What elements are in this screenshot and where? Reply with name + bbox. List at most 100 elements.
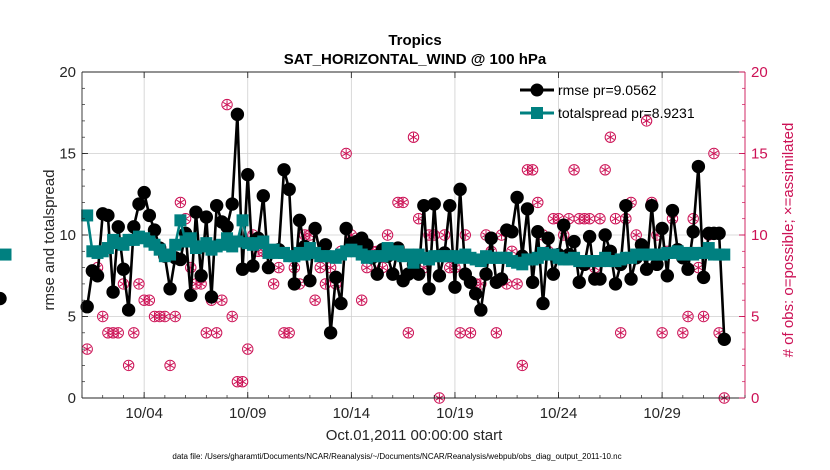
- obs-assimilated-star: [694, 264, 703, 271]
- rmse-point: [505, 225, 519, 239]
- obs-marker: [516, 359, 528, 372]
- rmse-point: [386, 267, 400, 281]
- obs-assimilated-star: [129, 330, 138, 336]
- obs-assimilated-star: [404, 330, 413, 336]
- obs-marker: [81, 343, 93, 355]
- obs-possible-circle: [221, 98, 233, 111]
- obs-assimilated-star: [342, 150, 351, 157]
- axis-ticks: 10/04 10/09 10/14 10/19 10/24 10/29 0 5 10 15 20 0 5…: [59, 64, 767, 422]
- rmse-point: [645, 198, 659, 213]
- obs-possible-circle: [242, 343, 254, 355]
- rmse-point: [121, 303, 136, 317]
- obs-assimilated-star: [497, 232, 506, 238]
- obs-assimilated-star: [145, 297, 154, 303]
- rmse-point: [147, 223, 162, 237]
- y-tick-label: 15: [59, 146, 76, 163]
- obs-possible-circle: [122, 359, 135, 372]
- obs-marker: [174, 196, 187, 209]
- rmse-point: [510, 190, 524, 205]
- obs-assimilated-star: [632, 232, 641, 238]
- obs-marker: [464, 327, 477, 339]
- rmse-point: [572, 275, 586, 289]
- obs-marker: [97, 310, 109, 323]
- obs-marker: [656, 327, 668, 339]
- obs-assimilated-star: [357, 297, 366, 303]
- obs-assimilated-star: [616, 330, 625, 336]
- rmse-point: [308, 221, 322, 236]
- obs-possible-circle: [516, 359, 528, 372]
- obs-marker: [604, 131, 617, 143]
- legend-spread-marker: [531, 107, 543, 119]
- obs-assimilated-star: [176, 199, 185, 206]
- rmse-point: [567, 234, 581, 249]
- obs-assimilated-star: [409, 134, 418, 140]
- obs-marker: [640, 115, 653, 127]
- rmse-point: [608, 277, 623, 291]
- chart-title: Tropics: [388, 32, 441, 49]
- rmse-point: [241, 167, 255, 182]
- obs-marker: [708, 147, 720, 160]
- obs-marker: [682, 310, 694, 323]
- rmse-point: [220, 220, 234, 234]
- obs-assimilated-star: [238, 379, 247, 385]
- obs-assimilated-star: [311, 297, 320, 303]
- obs-possible-circle: [402, 327, 415, 339]
- rmse-point: [541, 231, 555, 245]
- rmse-point: [531, 225, 545, 239]
- obs-possible-circle: [614, 327, 627, 339]
- obs-assimilated-star: [217, 297, 226, 303]
- rmse-point: [520, 202, 535, 216]
- obs-assimilated-star: [414, 216, 423, 222]
- obs-marker: [381, 229, 394, 241]
- obs-marker: [267, 278, 280, 290]
- obs-possible-circle: [708, 147, 720, 160]
- obs-marker: [221, 98, 233, 111]
- obs-possible-circle: [697, 310, 710, 323]
- x-tick-label: 10/24: [540, 405, 578, 422]
- obs-possible-circle: [340, 147, 352, 160]
- obs-marker: [210, 327, 223, 339]
- obs-possible-circle: [682, 310, 694, 323]
- obs-assimilated-star: [456, 330, 465, 336]
- obs-possible-circle: [236, 376, 249, 388]
- rmse-point: [712, 226, 726, 241]
- obs-possible-circle: [397, 196, 409, 209]
- rmse-point: [246, 259, 260, 273]
- rmse-point: [422, 282, 436, 296]
- rmse-point: [318, 238, 333, 252]
- obs-marker: [340, 147, 352, 160]
- obs-assimilated-star: [419, 264, 428, 271]
- obs-possible-circle: [604, 131, 617, 143]
- obs-marker: [677, 327, 689, 339]
- obs-assimilated-star: [98, 313, 107, 320]
- obs-possible-circle: [356, 294, 368, 306]
- obs-marker: [159, 310, 171, 323]
- obs-assimilated-star: [269, 281, 278, 287]
- obs-possible-circle: [459, 229, 471, 241]
- obs-possible-circle: [210, 327, 223, 339]
- obs-marker: [511, 278, 523, 290]
- rmse-point: [111, 220, 125, 234]
- obs-assimilated-star: [533, 199, 542, 206]
- rmse-point: [116, 262, 131, 276]
- rmse-point: [261, 260, 276, 275]
- obs-marker: [283, 327, 295, 339]
- rmse-point: [230, 107, 245, 122]
- obs-assimilated-star: [466, 330, 475, 336]
- obs-marker: [226, 310, 238, 323]
- rmse-point: [287, 277, 302, 291]
- rmse-point: [194, 269, 208, 283]
- rmse-point: [292, 213, 307, 228]
- obs-marker: [599, 164, 611, 176]
- obs-marker: [490, 327, 503, 339]
- obs-assimilated-star: [212, 330, 221, 336]
- obs-marker: [568, 164, 580, 176]
- obs-marker: [309, 294, 321, 306]
- rmse-point: [256, 189, 270, 203]
- obs-possible-circle: [169, 310, 181, 323]
- rmse-point: [536, 296, 550, 311]
- rmse-point: [323, 326, 338, 340]
- obs-assimilated-star: [285, 330, 294, 336]
- obs-possible-circle: [97, 310, 109, 323]
